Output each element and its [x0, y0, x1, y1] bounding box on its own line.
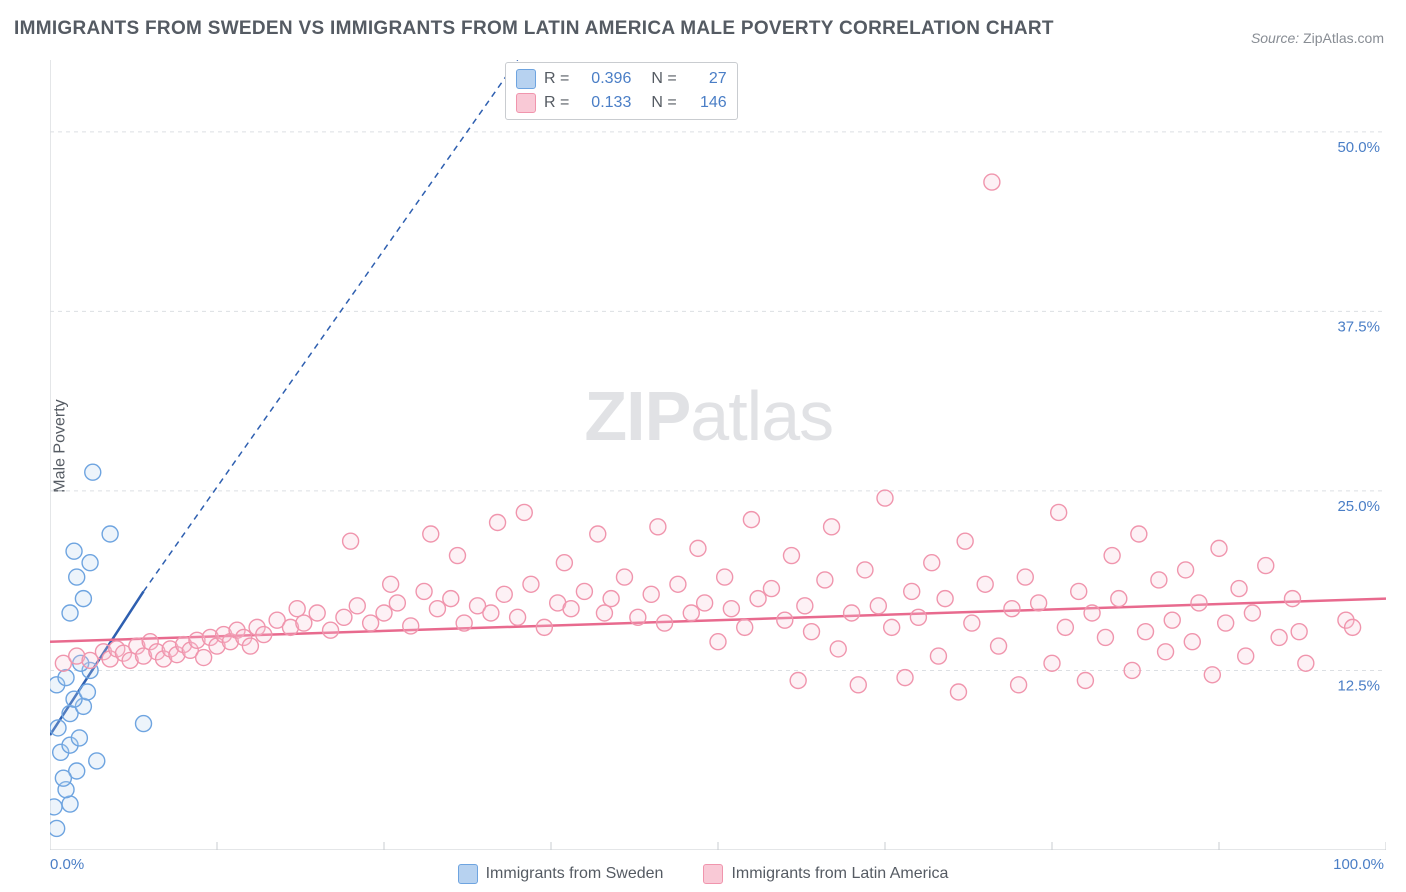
legend-swatch — [703, 864, 723, 884]
source-value: ZipAtlas.com — [1303, 30, 1384, 46]
stat-n-value: 146 — [685, 94, 727, 112]
stat-r-label: R = — [544, 70, 569, 88]
chart-title: IMMIGRANTS FROM SWEDEN VS IMMIGRANTS FRO… — [14, 18, 1054, 40]
scatter-plot: 12.5% 25.0% 37.5% 50.0% — [50, 60, 1386, 850]
correlation-stats-box: R = 0.396 N = 27 R = 0.133 N = 146 — [505, 62, 738, 120]
source-label: Source: — [1251, 30, 1299, 46]
legend-swatch — [458, 864, 478, 884]
stat-r-value: 0.133 — [577, 94, 631, 112]
svg-text:25.0%: 25.0% — [1337, 498, 1380, 515]
source-attribution: Source: ZipAtlas.com — [1251, 30, 1384, 46]
legend-item: Immigrants from Latin America — [703, 864, 948, 884]
legend-item: Immigrants from Sweden — [458, 864, 664, 884]
legend-label: Immigrants from Sweden — [486, 865, 664, 883]
series-swatch — [516, 69, 536, 89]
stat-row: R = 0.133 N = 146 — [516, 91, 727, 115]
svg-text:37.5%: 37.5% — [1337, 318, 1380, 335]
stat-n-value: 27 — [685, 70, 727, 88]
legend-label: Immigrants from Latin America — [731, 865, 948, 883]
stat-r-value: 0.396 — [577, 70, 631, 88]
svg-text:12.5%: 12.5% — [1337, 677, 1380, 694]
stat-n-label: N = — [651, 94, 676, 112]
svg-text:50.0%: 50.0% — [1337, 139, 1380, 156]
series-swatch — [516, 93, 536, 113]
stat-n-label: N = — [651, 70, 676, 88]
bottom-legend: Immigrants from Sweden Immigrants from L… — [0, 864, 1406, 884]
chart-area: 12.5%25.0%37.5%50.0% ZIPatlas R = 0.396 … — [50, 60, 1386, 850]
stat-r-label: R = — [544, 94, 569, 112]
stat-row: R = 0.396 N = 27 — [516, 67, 727, 91]
